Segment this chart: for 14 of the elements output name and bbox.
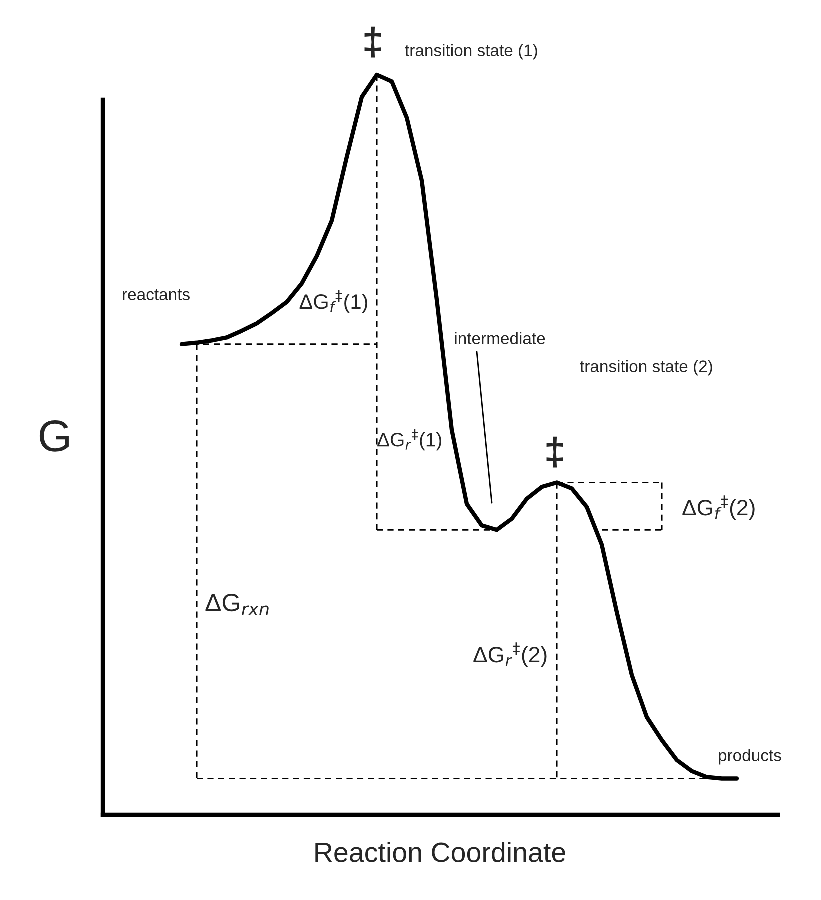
annotation: reactants <box>123 290 190 300</box>
annotation: products <box>719 749 782 765</box>
annotation: transition state (2) <box>580 360 712 376</box>
annotation: ΔG$_{f}$$^{‡}$(1) <box>300 290 368 314</box>
annotation: ‡ <box>546 436 564 468</box>
annotation: ΔG$_{r}$$^{‡}$(2) <box>474 642 547 668</box>
text: transition state (1) <box>405 44 538 60</box>
text: ‡ <box>364 26 382 58</box>
annotation: ΔG$_{rxn}$ <box>206 594 269 616</box>
annotation: ΔG$_{r}$$^{‡}$(1) <box>378 429 442 451</box>
annotation: intermediate <box>455 332 546 344</box>
annotation: ΔG$_{f}$$^{‡}$(2) <box>682 496 755 520</box>
x-axis-title: Reaction Coordinate <box>316 842 566 862</box>
y-axis-title: G <box>40 420 69 452</box>
